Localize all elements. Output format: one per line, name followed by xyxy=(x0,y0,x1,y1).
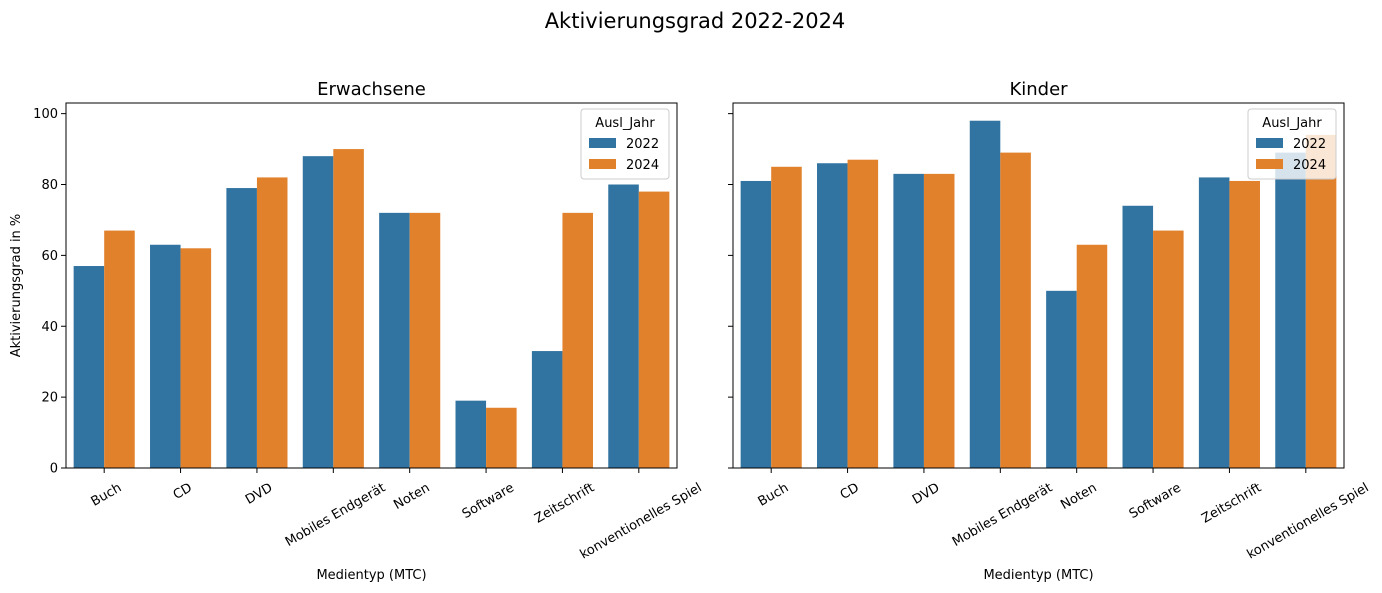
legend-swatch-2024 xyxy=(589,159,616,169)
panels: Buch CD DVD Mobiles Endgerät Noten Software Ze… xyxy=(9,79,1372,583)
x-tick-label: CD xyxy=(838,480,862,503)
bar-kinder-software-2022 xyxy=(1122,205,1154,468)
bar-kinder-zeitschrift-2022 xyxy=(1198,177,1230,469)
legend-swatch-2022 xyxy=(1256,138,1283,148)
bar-erwachsene-noten-2024 xyxy=(409,212,441,468)
bar-kinder-dvd-2022 xyxy=(893,173,924,468)
bar-kinder-mobiles-endgerat-2022 xyxy=(969,120,1001,468)
y-tick-label: 60 xyxy=(41,249,58,264)
bar-kinder-buch-2022 xyxy=(740,180,772,468)
x-tick-label: Buch xyxy=(89,480,125,509)
x-tick-label: Zeitschrift xyxy=(1199,480,1264,526)
figure-title: Aktivierungsgrad 2022-2024 xyxy=(545,9,846,33)
bar-kinder-cd-2024 xyxy=(847,159,879,468)
x-tick-label: Noten xyxy=(1058,480,1099,512)
y-tick-label: 80 xyxy=(41,178,58,193)
y-tick-label: 20 xyxy=(41,391,58,406)
y-tick-label: 0 xyxy=(50,462,58,477)
y-tick-label: 100 xyxy=(33,107,58,122)
bar-erwachsene-dvd-2022 xyxy=(226,188,257,469)
bar-kinder-noten-2022 xyxy=(1046,290,1077,468)
legend-label-2024: 2024 xyxy=(626,158,659,173)
x-tick-label: Software xyxy=(1127,480,1184,522)
bar-kinder-mobiles-endgerat-2024 xyxy=(1000,152,1031,469)
x-tick-label: Software xyxy=(460,480,517,522)
bar-erwachsene-zeitschrift-2022 xyxy=(531,351,563,468)
legend-label-2024: 2024 xyxy=(1293,158,1326,173)
bar-erwachsene-software-2024 xyxy=(486,407,517,468)
legend-title: Ausl_Jahr xyxy=(595,116,655,131)
bar-kinder-buch-2024 xyxy=(771,166,802,469)
y-tick-label: 40 xyxy=(41,320,58,335)
x-tick-label: CD xyxy=(171,480,195,503)
bar-kinder-dvd-2024 xyxy=(923,173,955,468)
panel-title: Erwachsene xyxy=(317,79,426,100)
bar-kinder-software-2024 xyxy=(1153,230,1184,468)
chart-panel-erwachsene: Buch CD DVD Mobiles Endgerät Noten Software Ze… xyxy=(9,79,705,583)
x-axis-label: Medientyp (MTC) xyxy=(316,568,426,583)
bar-kinder-konventionelles-spiel-2022 xyxy=(1275,152,1306,469)
bar-erwachsene-noten-2022 xyxy=(379,212,410,468)
bar-erwachsene-konventionelles-spiel-2024 xyxy=(638,191,670,468)
bar-erwachsene-buch-2024 xyxy=(104,230,135,468)
plot-frame xyxy=(732,102,1345,469)
legend-swatch-2022 xyxy=(589,138,616,148)
x-tick-label: Buch xyxy=(756,480,792,509)
bar-erwachsene-software-2022 xyxy=(455,400,487,468)
bar-erwachsene-cd-2022 xyxy=(150,244,181,468)
plot-frame xyxy=(65,102,678,469)
x-tick-label: DVD xyxy=(243,480,275,507)
x-tick-label: Mobiles Endgerät xyxy=(950,480,1055,549)
bar-erwachsene-buch-2022 xyxy=(73,266,105,468)
legend-title: Ausl_Jahr xyxy=(1262,116,1322,131)
x-tick-label: DVD xyxy=(910,480,942,507)
bar-erwachsene-mobiles-endgerat-2022 xyxy=(302,156,334,468)
y-axis-label: Aktivierungsgrad in % xyxy=(9,214,24,358)
x-tick-label: Zeitschrift xyxy=(532,480,597,526)
legend-label-2022: 2022 xyxy=(1293,137,1326,152)
chart-panel-kinder: Buch CD DVD Mobiles Endgerät Noten Software Ze… xyxy=(728,79,1372,583)
bar-kinder-zeitschrift-2024 xyxy=(1229,180,1260,468)
panel-title: Kinder xyxy=(1009,79,1068,100)
bar-kinder-noten-2024 xyxy=(1076,244,1108,468)
x-tick-label: Mobiles Endgerät xyxy=(283,480,388,549)
bar-erwachsene-cd-2024 xyxy=(180,248,212,468)
x-axis-label: Medientyp (MTC) xyxy=(983,568,1093,583)
x-tick-label: Noten xyxy=(391,480,432,512)
bar-kinder-cd-2022 xyxy=(817,163,848,469)
bar-erwachsene-mobiles-endgerat-2024 xyxy=(333,149,364,468)
legend-swatch-2024 xyxy=(1256,159,1283,169)
bar-kinder-konventionelles-spiel-2024 xyxy=(1305,134,1337,468)
bar-erwachsene-zeitschrift-2024 xyxy=(562,212,593,468)
bar-erwachsene-dvd-2024 xyxy=(256,177,288,469)
legend-label-2022: 2022 xyxy=(626,137,659,152)
bar-erwachsene-konventionelles-spiel-2022 xyxy=(608,184,639,468)
